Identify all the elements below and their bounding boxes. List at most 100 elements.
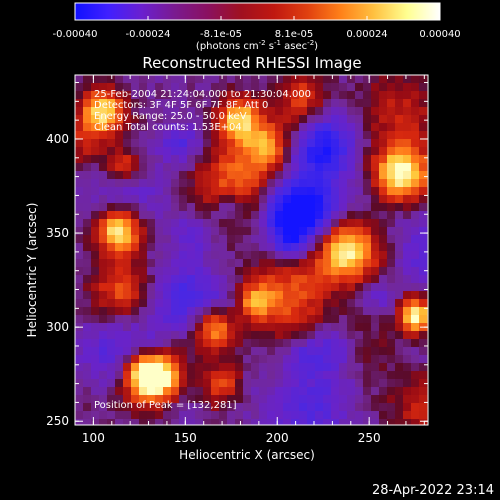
heatmap-cell [315,211,324,220]
heatmap-cell [147,75,156,84]
heatmap-cell [411,259,420,268]
heatmap-cell [283,203,292,212]
heatmap-cell [283,315,292,324]
heatmap-cell [283,275,292,284]
heatmap-cell [123,243,132,252]
heatmap-cell [275,107,284,116]
heatmap-cell [275,195,284,204]
heatmap-cell [339,163,348,172]
heatmap-cell [147,107,156,116]
heatmap-cell [387,171,396,180]
heatmap-cell [283,163,292,172]
colorbar-tick-label: 0.00024 [346,29,387,40]
heatmap-cell [275,283,284,292]
heatmap-cell [123,291,132,300]
heatmap-cell [227,371,236,380]
heatmap-cell [387,75,396,84]
heatmap-cell [339,403,348,412]
heatmap-cell [411,195,420,204]
heatmap-cell [371,187,380,196]
heatmap-cell [83,179,92,188]
heatmap-cell [323,291,332,300]
heatmap-cell [243,387,252,396]
heatmap-cell [307,299,316,308]
heatmap-cell [291,251,300,260]
heatmap-cell [155,91,164,100]
heatmap-cell [283,331,292,340]
heatmap-cell [187,411,196,420]
heatmap-cell [203,91,212,100]
heatmap-cell [195,299,204,308]
heatmap-cell [139,235,148,244]
heatmap-cell [371,179,380,188]
heatmap-cell [251,395,260,404]
heatmap-cell [227,219,236,228]
heatmap-cell [123,147,132,156]
heatmap-cell [115,211,124,220]
heatmap-cell [347,283,356,292]
heatmap-cell [283,387,292,396]
heatmap-cell [395,283,404,292]
heatmap-cell [131,371,140,380]
heatmap-cell [283,259,292,268]
heatmap-cell [307,235,316,244]
heatmap-cell [355,235,364,244]
heatmap-cell [403,235,412,244]
heatmap-cell [75,147,84,156]
heatmap-cell [283,291,292,300]
heatmap-cell [179,187,188,196]
heatmap-cell [299,395,308,404]
heatmap-cell [419,203,428,212]
heatmap-cell [315,187,324,196]
annotation-time: 25-Feb-2004 21:24:04.000 to 21:30:04.000 [94,89,311,100]
heatmap-cell [283,339,292,348]
heatmap-cell [115,155,124,164]
heatmap-cell [251,131,260,140]
heatmap-cell [387,243,396,252]
heatmap-cell [139,339,148,348]
heatmap-cell [75,195,84,204]
heatmap-cell [99,243,108,252]
heatmap-cell [387,411,396,420]
heatmap-cell [139,107,148,116]
heatmap-cell [99,363,108,372]
heatmap-cell [379,179,388,188]
heatmap-cell [259,211,268,220]
heatmap-cell [131,291,140,300]
heatmap-cell [163,243,172,252]
heatmap-cell [387,339,396,348]
heatmap-cell [235,331,244,340]
heatmap-cell [195,203,204,212]
heatmap-cell [299,307,308,316]
heatmap-cell [307,147,316,156]
heatmap-cell [395,195,404,204]
heatmap-cell [75,155,84,164]
heatmap-cell [395,419,404,425]
heatmap-cell [307,395,316,404]
heatmap-cell [227,75,236,84]
heatmap-cell [299,147,308,156]
heatmap-cell [419,139,428,148]
heatmap-cell [419,187,428,196]
heatmap-cell [419,259,428,268]
heatmap-cell [227,235,236,244]
heatmap-cell [403,171,412,180]
heatmap-cell [179,411,188,420]
heatmap-cell [155,283,164,292]
heatmap-cell [171,171,180,180]
heatmap-cell [243,307,252,316]
heatmap-cell [339,115,348,124]
heatmap-cell [211,419,220,425]
heatmap-cell [243,99,252,108]
heatmap-cell [251,123,260,132]
heatmap-cell [347,147,356,156]
heatmap-cell [99,323,108,332]
heatmap-cell [131,323,140,332]
heatmap-cell [411,211,420,220]
heatmap-cell [99,211,108,220]
heatmap-cell [299,235,308,244]
heatmap-cell [243,283,252,292]
heatmap-cell [147,83,156,92]
heatmap-cell [107,203,116,212]
heatmap-cell [387,347,396,356]
